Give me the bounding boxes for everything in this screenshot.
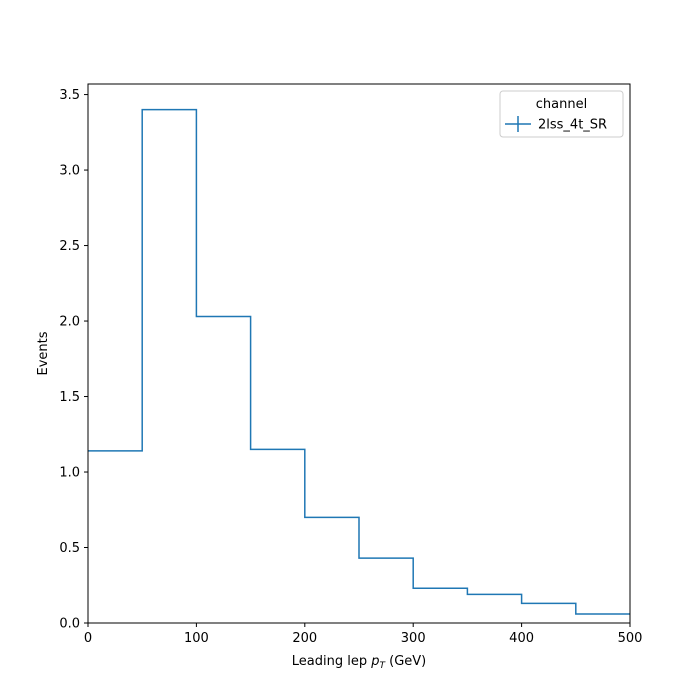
x-axis-label-unit: (GeV) xyxy=(385,654,426,669)
x-axis-label: Leading lep pT (GeV) xyxy=(292,654,426,671)
y-tick-label: 3.0 xyxy=(59,164,80,179)
x-axis-label-sub: T xyxy=(379,661,386,671)
y-tick-label: 2.0 xyxy=(59,315,80,330)
x-tick-label: 500 xyxy=(618,631,643,646)
y-tick-label: 2.5 xyxy=(59,239,80,254)
y-tick-label: 0.5 xyxy=(59,541,80,556)
histogram-step-line xyxy=(88,108,630,615)
x-tick-label: 300 xyxy=(401,631,426,646)
axes-frame xyxy=(87,83,631,624)
legend-title: channel xyxy=(536,97,587,112)
y-tick-label: 1.0 xyxy=(59,466,80,481)
x-tick-label: 200 xyxy=(292,631,317,646)
x-axis-label-var: p xyxy=(370,654,379,669)
legend-entries: 2lss_4t_SR xyxy=(505,116,607,133)
y-axis-label: Events xyxy=(36,331,51,375)
legend-entry-label: 2lss_4t_SR xyxy=(538,118,607,133)
y-tick-label: 3.5 xyxy=(59,88,80,103)
x-axis-ticks: 0 100 200 300 400 500 xyxy=(84,623,643,646)
x-tick-label: 100 xyxy=(184,631,209,646)
y-tick-label: 0.0 xyxy=(59,617,80,632)
y-tick-label: 1.5 xyxy=(59,390,80,405)
legend-box xyxy=(499,90,624,138)
x-tick-label: 400 xyxy=(509,631,534,646)
y-axis-ticks: 0.0 0.5 1.0 1.5 2.0 2.5 3.0 3.5 xyxy=(59,88,88,632)
plot-layer xyxy=(88,108,630,615)
x-tick-label: 0 xyxy=(84,631,92,646)
x-axis-label-main: Leading lep xyxy=(292,654,371,669)
legend: channel 2lss_4t_SR xyxy=(499,90,624,138)
